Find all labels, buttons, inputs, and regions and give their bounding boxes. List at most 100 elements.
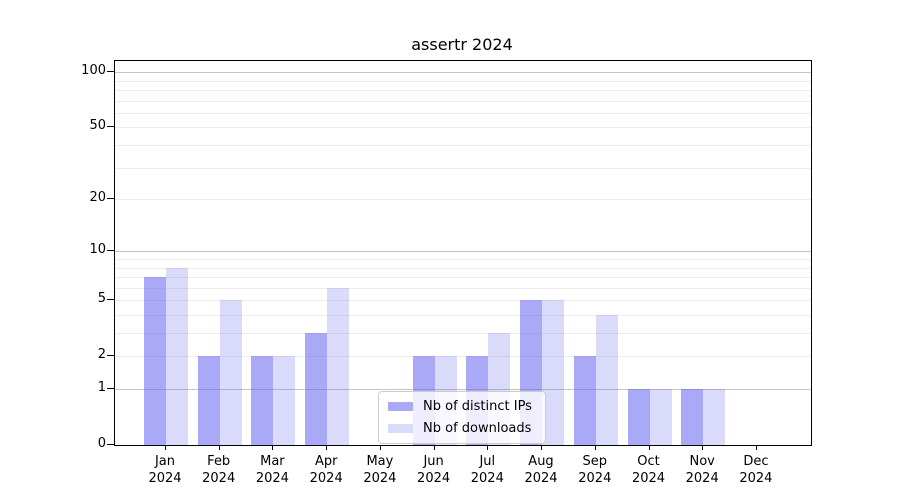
gridline-3 (115, 333, 811, 334)
bar-downloads-oct (649, 389, 672, 445)
bar-downloads-sep (595, 315, 618, 445)
gridline-7 (115, 277, 811, 278)
y-tick-label-100: 100 (81, 63, 106, 79)
x-tick-dec (755, 445, 757, 450)
x-label-month: Apr (314, 454, 338, 469)
x-tick-label-nov: Nov 2024 (670, 453, 734, 487)
y-tick-50 (107, 126, 114, 128)
x-label-year: 2024 (255, 471, 289, 486)
x-tick-apr (326, 445, 328, 450)
x-label-month: Jan (154, 454, 176, 469)
gridline-50 (115, 127, 811, 129)
y-tick-2 (107, 355, 114, 357)
gridline-80 (115, 90, 811, 91)
x-label-year: 2024 (309, 471, 343, 486)
gridline-100 (115, 72, 811, 74)
bar-downloads-feb (219, 300, 242, 445)
x-tick-feb (218, 445, 220, 450)
y-tick-label-2: 2 (97, 347, 106, 363)
y-tick-5 (107, 299, 114, 301)
x-tick-label-mar: Mar 2024 (240, 453, 304, 487)
bar-downloads-aug (542, 300, 564, 445)
x-label-month: Dec (743, 454, 769, 469)
x-tick-label-dec: Dec 2024 (724, 453, 788, 487)
legend-label-downloads: Nb of downloads (423, 421, 532, 436)
x-tick-sep (594, 445, 596, 450)
bar-downloads-mar (273, 356, 296, 445)
y-tick-0 (107, 444, 114, 445)
x-tick-jan (165, 445, 166, 450)
gridline-2 (115, 356, 811, 358)
y-tick-label-5: 5 (97, 291, 106, 307)
gridline-90 (115, 80, 811, 82)
bar-distinct-ips-feb (197, 356, 220, 445)
y-tick-label-10: 10 (89, 242, 106, 258)
bar-distinct-ips-sep (573, 356, 596, 445)
y-tick-20 (107, 198, 114, 200)
x-tick-nov (702, 445, 704, 450)
x-tick-aug (541, 445, 542, 450)
legend-swatch-distinct-ips (388, 402, 413, 411)
x-tick-label-jan: Jan 2024 (133, 453, 197, 487)
gridline-5 (115, 300, 811, 302)
x-label-month: Aug (528, 454, 554, 469)
x-label-year: 2024 (417, 471, 451, 486)
x-label-year: 2024 (739, 471, 773, 486)
x-label-year: 2024 (363, 471, 397, 486)
legend-swatch-downloads (388, 424, 413, 433)
legend-entry-downloads: Nb of downloads (388, 421, 537, 436)
plot-area: Nb of distinct IPs Nb of downloads (114, 60, 812, 446)
x-label-month: Nov (689, 454, 715, 469)
legend-label-distinct-ips: Nb of distinct IPs (423, 399, 532, 414)
x-label-year: 2024 (631, 471, 666, 486)
x-tick-may (379, 445, 381, 450)
bar-downloads-jan (166, 267, 188, 445)
y-tick-label-1: 1 (97, 380, 106, 395)
x-tick-label-aug: Aug 2024 (509, 453, 573, 487)
y-tick-100 (107, 71, 114, 73)
x-label-year: 2024 (202, 471, 236, 486)
x-label-year: 2024 (685, 471, 719, 486)
gridline-4 (115, 315, 811, 316)
x-tick-label-may: May 2024 (348, 453, 412, 487)
y-tick-label-20: 20 (89, 190, 106, 206)
bar-distinct-ips-nov (681, 389, 704, 445)
x-tick-label-apr: Apr 2024 (294, 453, 358, 487)
chart-title: assertr 2024 (411, 35, 513, 54)
x-tick-jul (487, 445, 489, 450)
gridline-6 (115, 287, 811, 289)
x-label-month: May (366, 454, 394, 469)
bar-downloads-apr (327, 287, 350, 445)
gridline-20 (115, 199, 811, 201)
gridline-70 (115, 100, 811, 102)
x-label-year: 2024 (470, 471, 504, 486)
legend: Nb of distinct IPs Nb of downloads (378, 391, 546, 444)
x-label-year: 2024 (148, 471, 182, 486)
x-label-month: Jun (423, 454, 444, 469)
x-label-month: Sep (582, 454, 608, 469)
x-tick-mar (272, 445, 274, 450)
x-tick-jun (433, 445, 435, 450)
gridline-60 (115, 112, 811, 114)
x-label-month: Jul (479, 454, 496, 469)
x-tick-label-jul: Jul 2024 (455, 453, 519, 487)
x-label-month: Mar (260, 454, 285, 469)
gridline-9 (115, 259, 811, 260)
legend-entry-distinct-ips: Nb of distinct IPs (388, 399, 537, 414)
bar-distinct-ips-jan (144, 277, 166, 445)
x-tick-label-jun: Jun 2024 (402, 453, 466, 487)
x-label-year: 2024 (524, 471, 558, 486)
gridline-8 (115, 267, 811, 269)
x-tick-label-oct: Oct 2024 (617, 453, 681, 487)
gridline-40 (115, 145, 811, 146)
y-tick-label-0: 0 (97, 436, 106, 451)
gridline-10 (115, 251, 811, 253)
gridline-1 (115, 389, 811, 390)
y-tick-1 (107, 388, 114, 389)
x-label-month: Oct (637, 454, 660, 469)
y-tick-label-50: 50 (89, 118, 106, 134)
gridline-30 (115, 167, 811, 169)
bar-distinct-ips-apr (305, 333, 328, 445)
bar-distinct-ips-mar (251, 356, 274, 445)
x-tick-label-feb: Feb 2024 (187, 453, 251, 487)
